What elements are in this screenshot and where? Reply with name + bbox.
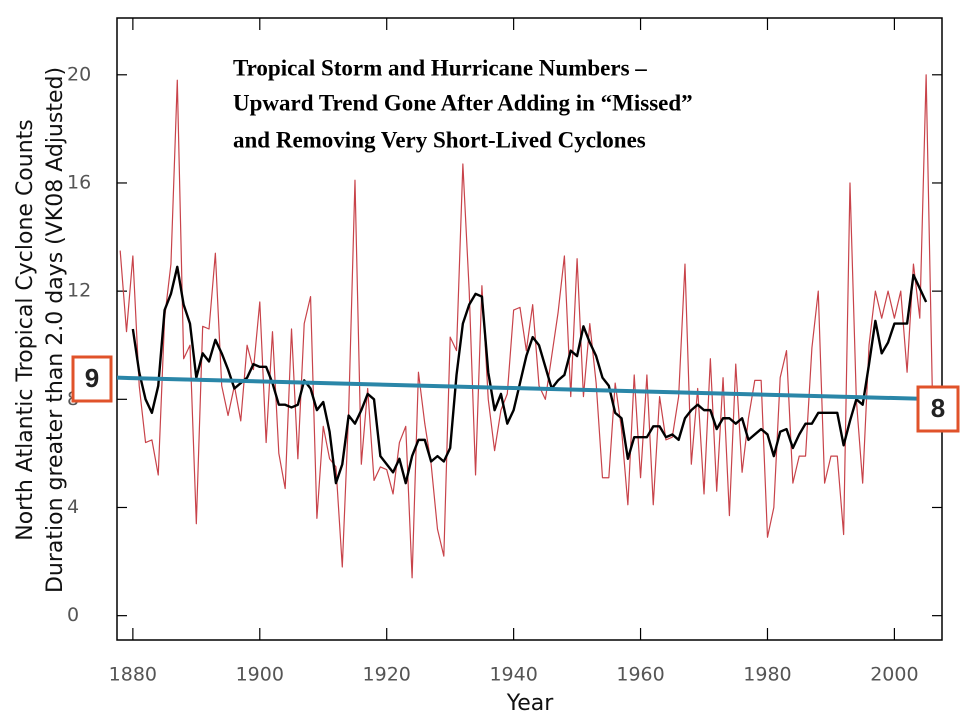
x-axis-title: Year [506, 691, 555, 716]
x-tick-label: 1960 [616, 664, 664, 686]
annotation: 9 [85, 363, 99, 393]
chart-title: and Removing Very Short-Lived Cyclones [233, 127, 646, 152]
y-tick-label: 4 [67, 496, 79, 518]
y-axis-title: Duration greater than 2.0 days (VK08 Adj… [43, 67, 68, 593]
x-tick-label: 1920 [363, 664, 411, 686]
x-tick-label: 1980 [743, 664, 791, 686]
x-tick-label: 2000 [870, 664, 918, 686]
annotation-box [916, 385, 960, 433]
plot-frame [116, 17, 943, 641]
x-tick-label: 1900 [236, 664, 284, 686]
y-tick-label: 0 [67, 604, 79, 626]
trend-line [116, 375, 943, 402]
marks: 0 4 8 12 16 20 1880 1900 1920 1940 1960 1980 2000 [67, 18, 943, 686]
annotation-box [71, 355, 113, 403]
chart-title: Tropical Storm and Hurricane Numbers – [233, 55, 647, 80]
x-tick-label: 1880 [109, 664, 157, 686]
x-tick-label: 1940 [489, 664, 537, 686]
y-tick-label: 20 [67, 63, 91, 85]
y-axis-title: North Atlantic Tropical Cyclone Counts [13, 119, 38, 540]
annotation: 8 [931, 393, 945, 423]
y-tick-label: 12 [67, 280, 91, 302]
chart-title: Upward Trend Gone After Adding in “Misse… [233, 90, 693, 115]
data-line [119, 74, 934, 579]
data-line [131, 265, 928, 485]
y-tick-label: 16 [67, 171, 91, 193]
